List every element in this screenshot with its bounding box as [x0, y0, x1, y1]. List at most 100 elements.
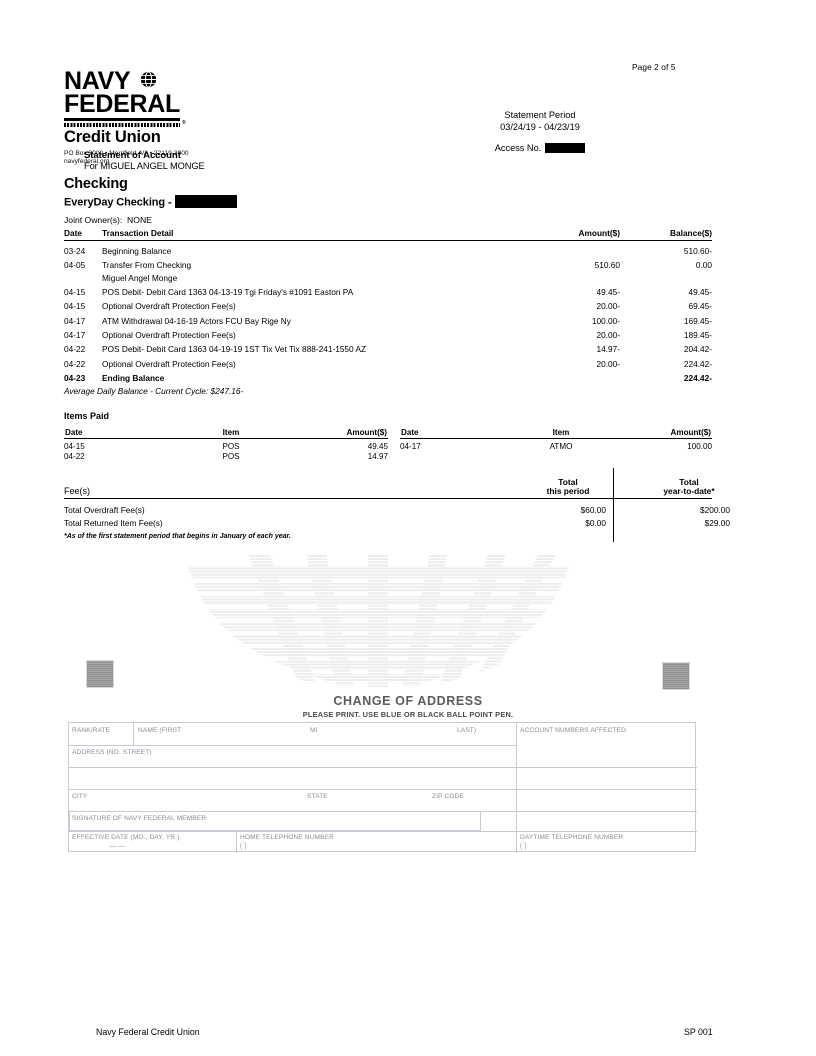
- th-items-item: Item: [162, 427, 300, 439]
- cell-amount: 20.00-: [596, 358, 620, 369]
- cell-balance: 0.00: [695, 260, 712, 271]
- statement-account-holder: For MIGUEL ANGEL MONGE: [84, 161, 205, 171]
- list-item: 04-17 ATMO 100.00: [400, 439, 712, 452]
- cell-detail: Beginning Balance: [102, 246, 172, 256]
- th-balance: Balance($): [670, 228, 712, 238]
- cell-item: ATMO: [549, 442, 573, 451]
- items-paid-right-header-row: Date Item Amount($): [400, 427, 712, 439]
- th-items-amount-2: Amount($): [624, 427, 712, 439]
- cell-balance: 49.45-: [688, 286, 712, 297]
- fee-row: Total Overdraft Fee(s) $60.00 $200.00: [64, 505, 730, 518]
- cell-amount: 100.00-: [591, 315, 620, 326]
- label-mi: MI: [310, 727, 318, 734]
- transaction-table: Date Transaction Detail Amount($) Balanc…: [64, 228, 712, 385]
- cell-date: [64, 273, 98, 285]
- cell-item: POS: [222, 442, 240, 451]
- globe-watermark: [184, 554, 572, 688]
- cell-date: 04-22: [64, 358, 86, 369]
- label-last: LAST): [457, 727, 477, 734]
- items-paid-right-table: Date Item Amount($) 04-17 ATMO 100.00: [400, 427, 712, 452]
- label-state: STATE: [307, 793, 328, 800]
- statement-period-label: Statement Period: [504, 110, 576, 120]
- items-paid-left-column: Date Item Amount($) 04-15 POS 49.45 04-22 PO…: [64, 427, 388, 462]
- cell-detail: Transfer From Checking: [102, 260, 192, 271]
- section-title-checking: Checking: [64, 176, 128, 192]
- fee-name: Total Overdraft Fee(s): [64, 505, 145, 515]
- label-signature: SIGNATURE OF NAVY FEDERAL MEMBER: [72, 815, 207, 822]
- table-row: 04-22 POS Debit- Debit Card 1363 04-19-19…: [64, 342, 712, 356]
- table-row: 04-15 Optional Overdraft Protection Fee(s…: [64, 299, 712, 313]
- cell-balance: 169.45-: [683, 315, 712, 326]
- account-number-redaction: [174, 195, 237, 208]
- fees-section: Fee(s) Total this period Total year-to-d…: [64, 468, 730, 542]
- fees-footnote: *As of the first statement period that b…: [64, 533, 291, 540]
- table-row: Miguel Angel Monge: [64, 273, 712, 285]
- cell-amount: 49.45-: [596, 286, 620, 297]
- logo-address: PO Box 3000 • Merrifield, VA • 22119-300…: [64, 150, 274, 167]
- cell-date: 04-22: [64, 344, 86, 355]
- th-date: Date: [64, 228, 82, 238]
- cell-balance: [620, 273, 712, 285]
- label-daytime-phone: DAYTIME TELEPHONE NUMBER: [520, 834, 624, 841]
- cell-amount: 20.00-: [596, 301, 620, 312]
- logo-address-line1: PO Box 3000 • Merrifield, VA • 22119-300…: [64, 149, 189, 157]
- effective-date-dashes: — —: [109, 843, 125, 850]
- logo-rule-dashed: ®: [64, 120, 186, 127]
- cell-balance: 224.42-: [683, 358, 712, 369]
- globe-icon: [140, 71, 157, 88]
- coa-hline-5: [69, 831, 697, 832]
- fees-col-ytd: Total year-to-date*: [636, 476, 742, 497]
- items-paid-right-column: Date Item Amount($) 04-17 ATMO 100.00: [388, 427, 712, 462]
- fees-header: Fee(s) Total this period Total year-to-d…: [64, 468, 715, 542]
- th-items-item-2: Item: [498, 427, 624, 439]
- page-number: Page 2 of 5: [632, 62, 676, 72]
- logo-line-navy: NAVY: [64, 67, 131, 95]
- th-detail: Transaction Detail: [102, 228, 174, 238]
- cell-detail: POS Debit- Debit Card 1363 04-13-19 Tgi …: [102, 286, 354, 297]
- fees-rows: Total Overdraft Fee(s) $60.00 $200.00 Total…: [64, 505, 730, 531]
- label-home-phone: HOME TELEPHONE NUMBER: [240, 834, 334, 841]
- th-items-date-2: Date: [400, 427, 498, 439]
- label-accounts-affected: ACCOUNT NUMBERS AFFECTED: [520, 727, 626, 734]
- cell-date: 04-15: [64, 442, 85, 451]
- footer-form-code: SP 001: [684, 1027, 713, 1037]
- daytime-phone-parens: ( ): [520, 843, 527, 850]
- change-of-address-subtitle: PLEASE PRINT. USE BLUE OR BLACK BALL POI…: [302, 710, 514, 719]
- cell-amount: 14.97-: [596, 344, 620, 355]
- cell-detail: POS Debit- Debit Card 1363 04-19-19 1ST …: [102, 344, 367, 355]
- fee-ytd: $200.00: [700, 505, 730, 515]
- items-paid-left-body: 04-15 POS 49.45 04-22 POS 14.97: [64, 439, 388, 462]
- cell-item: POS: [222, 452, 240, 462]
- scan-marker-left: [86, 660, 114, 688]
- average-daily-balance: Average Daily Balance - Current Cycle: $…: [64, 386, 244, 396]
- cell-detail: Ending Balance: [102, 373, 165, 384]
- cell-detail: Optional Overdraft Protection Fee(s): [102, 358, 236, 369]
- statement-period: Statement Period 03/24/19 - 04/23/19: [440, 110, 640, 133]
- change-of-address-form[interactable]: RANK/RATE NAME (FIRST MI LAST) ACCOUNT N…: [68, 722, 697, 853]
- items-paid-left-table: Date Item Amount($) 04-15 POS 49.45 04-22 PO…: [64, 427, 388, 462]
- coa-hline-3: [69, 789, 697, 790]
- cell-detail: Optional Overdraft Protection Fee(s): [102, 301, 236, 312]
- fee-row: Total Returned Item Fee(s) $0.00 $29.00: [64, 518, 730, 531]
- fees-col-ytd-l1: Total: [679, 476, 699, 487]
- signature-box[interactable]: [69, 811, 481, 831]
- cell-balance: 204.42-: [683, 344, 712, 355]
- fee-name: Total Returned Item Fee(s): [64, 518, 163, 528]
- table-row: 03-24 Beginning Balance 510.60-: [64, 241, 712, 259]
- cell-amount: [524, 241, 620, 259]
- joint-owners-label: Joint Owner(s):: [64, 215, 123, 225]
- navy-federal-logo: NAVY FEDERAL ® Credit Union PO Box 3000 …: [64, 67, 274, 167]
- cell-balance: 224.42-: [683, 373, 712, 384]
- cell-date: 04-17: [400, 442, 421, 451]
- cell-date: 04-22: [64, 452, 85, 462]
- cell-amount: 49.45: [367, 442, 388, 451]
- items-paid-left-header-row: Date Item Amount($): [64, 427, 388, 439]
- cell-amount: [524, 371, 620, 385]
- fee-ytd: $29.00: [704, 518, 730, 528]
- cell-amount: 20.00-: [596, 330, 620, 341]
- items-paid-section: Date Item Amount($) 04-15 POS 49.45 04-22 PO…: [64, 427, 712, 462]
- label-name-first: NAME (FIRST: [138, 727, 182, 734]
- label-rank-rate: RANK/RATE: [72, 727, 111, 734]
- footer-institution: Navy Federal Credit Union: [96, 1027, 200, 1037]
